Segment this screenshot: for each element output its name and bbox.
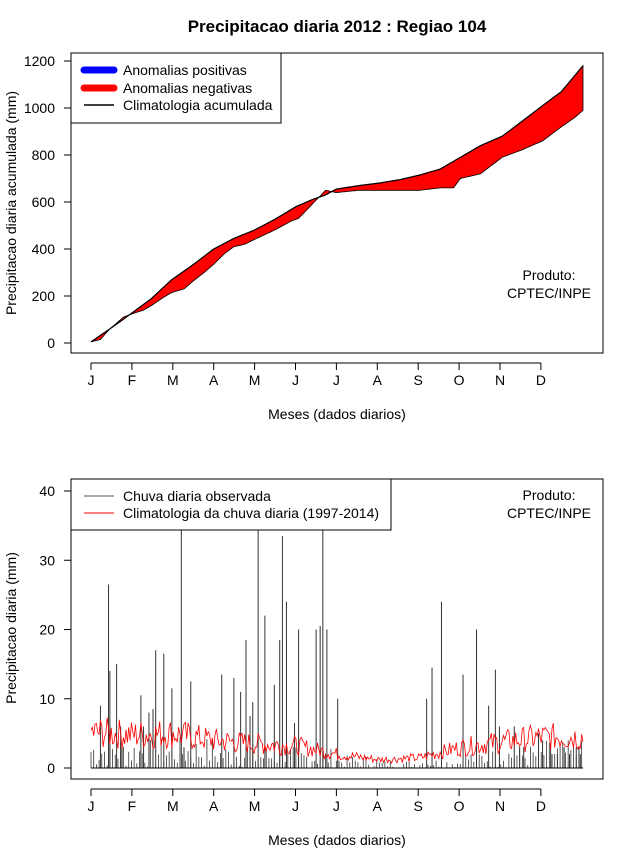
x-tick-label: J [88,798,95,814]
x-tick-label: J [88,372,95,388]
legend-climatology-daily-label: Climatologia da chuva diaria (1997-2014) [123,505,379,521]
top-chart: 0 200 400 600 800 1000 1200 J F M A M J J A S O N D Preci… [3,52,604,422]
top-y-tick-label: 0 [47,335,55,351]
bottom-y-tick-label: 0 [47,760,55,776]
bottom-x-axis-label: Meses (dados diarios) [268,832,406,848]
climatology-daily-line [90,717,584,765]
bottom-y-axis: 0 10 20 30 40 [39,483,71,776]
top-plot-frame [70,52,604,354]
x-tick-label: O [454,798,465,814]
x-tick-label: A [209,372,219,388]
legend-positive-label: Anomalias positivas [123,62,247,78]
climatology-cumulative-line [90,65,584,343]
x-tick-label: J [292,798,299,814]
bottom-y-tick-label: 10 [39,691,55,707]
top-legend: Anomalias positivas Anomalias negativas … [70,52,282,124]
legend-observed-label: Chuva diaria observada [123,488,271,504]
x-tick-label: M [249,372,261,388]
x-tick-label: S [414,372,423,388]
bottom-y-tick-label: 20 [39,622,55,638]
bottom-legend-box [70,478,392,531]
top-anomaly-area [90,64,584,343]
top-y-axis-label: Precipitacao diaria acumulada (mm) [3,91,19,315]
x-tick-label: M [167,372,179,388]
top-y-tick-label: 200 [32,288,56,304]
x-tick-label: D [536,372,546,388]
x-tick-label: A [209,798,219,814]
x-tick-label: A [373,372,383,388]
x-tick-label: M [167,798,179,814]
x-tick-label: N [495,372,505,388]
x-tick-label: D [536,798,546,814]
top-y-tick-label: 600 [32,194,56,210]
x-tick-label: F [128,372,137,388]
chart-title: Precipitacao diaria 2012 : Regiao 104 [188,17,487,36]
legend-climatology-label: Climatologia acumulada [123,97,273,113]
bottom-y-axis-label: Precipitacao diaria (mm) [3,552,19,704]
top-y-tick-label: 1000 [24,100,55,116]
bottom-climatology-line [90,717,584,765]
x-tick-label: J [333,372,340,388]
top-y-tick-label: 400 [32,241,56,257]
top-product-source: CPTEC/INPE [507,285,591,301]
x-tick-label: S [414,798,423,814]
legend-negative-label: Anomalias negativas [123,80,252,96]
x-tick-label: O [454,372,465,388]
bottom-y-tick-label: 30 [39,552,55,568]
top-y-axis: 0 200 400 600 800 1000 1200 [24,53,71,351]
bottom-chart: 0 10 20 30 40 J F M A M J J A S O N D Precipitacao diar… [3,478,604,848]
bottom-y-tick-label: 40 [39,483,55,499]
top-y-tick-label: 800 [32,147,56,163]
bottom-product-source: CPTEC/INPE [507,505,591,521]
x-tick-label: F [128,798,137,814]
x-tick-label: A [373,798,383,814]
x-tick-label: M [249,798,261,814]
x-tick-label: J [333,798,340,814]
x-tick-label: N [495,798,505,814]
top-product-label: Produto: [523,267,576,283]
bottom-observed-bars [90,506,583,768]
bottom-product-label: Produto: [523,487,576,503]
x-tick-label: J [292,372,299,388]
bottom-legend: Chuva diaria observada Climatologia da c… [70,478,392,531]
top-x-axis-label: Meses (dados diarios) [268,406,406,422]
top-y-tick-label: 1200 [24,53,55,69]
